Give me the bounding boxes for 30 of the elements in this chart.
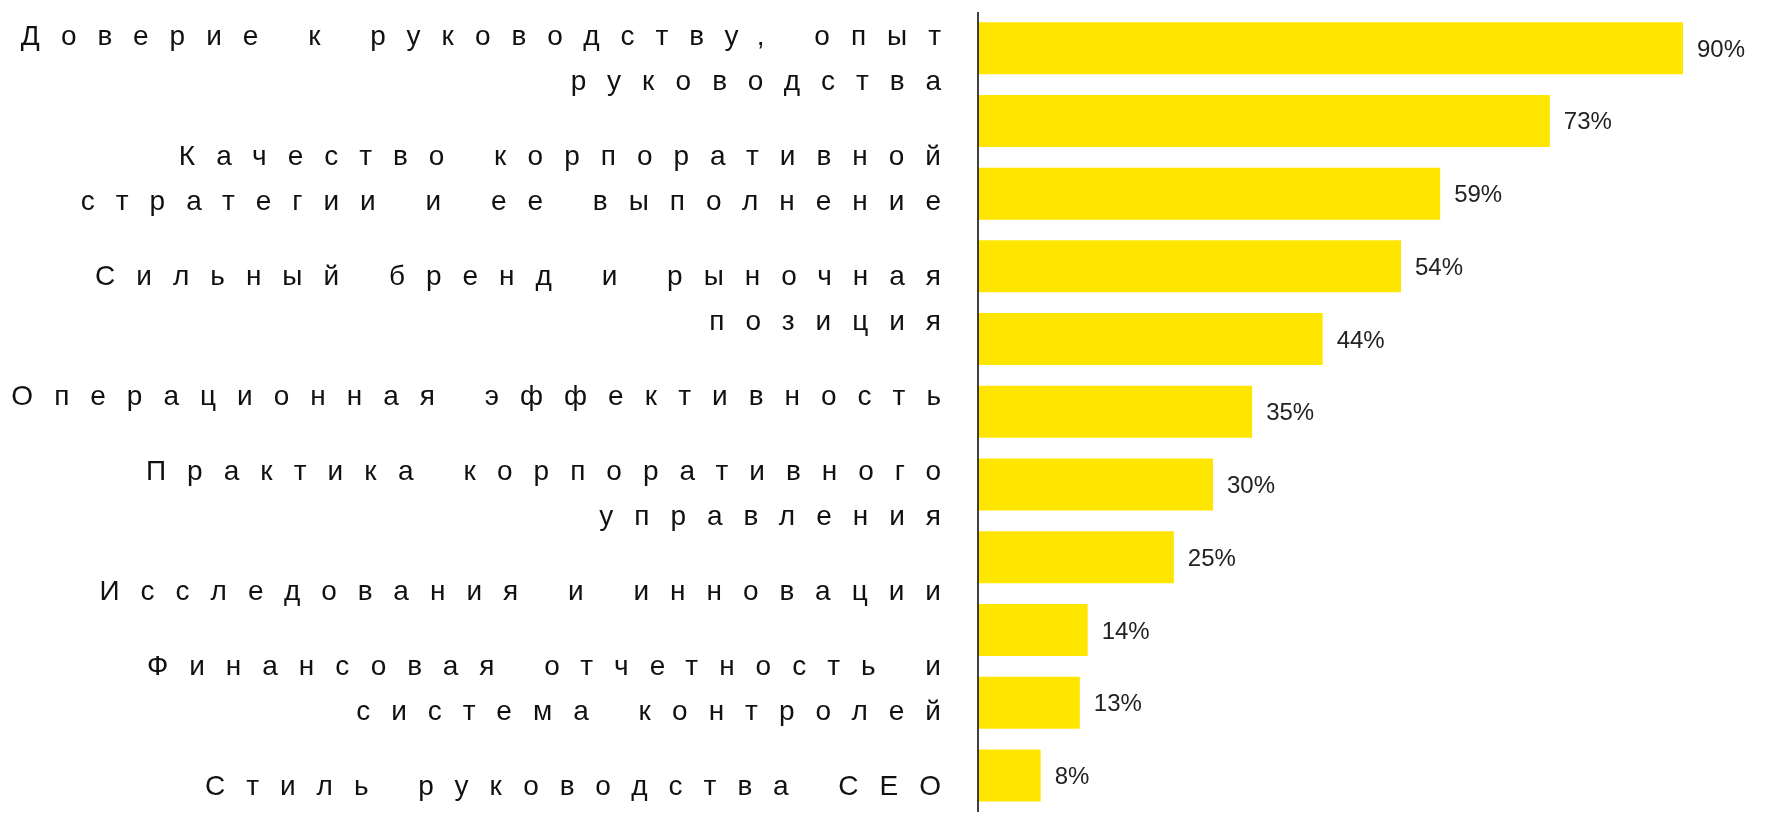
data-label: 25% (1187, 543, 1236, 571)
data-label: 44% (1336, 325, 1385, 353)
y-tick-label: Операционная эффективность (11, 380, 962, 411)
y-tick-label: Исследования и инновации (99, 575, 962, 606)
y-tick-label: Финансовая отчетность и система контролей (146, 650, 962, 726)
data-label: 8% (1054, 761, 1090, 789)
data-label: 13% (1093, 689, 1142, 717)
y-tick-label: Сильный бренд и рыночная позиция (95, 260, 962, 336)
bar (978, 385, 1253, 438)
data-label: 35% (1266, 398, 1315, 426)
bar (978, 313, 1323, 366)
bar (978, 22, 1683, 75)
data-label: 73% (1563, 107, 1612, 135)
bar (978, 531, 1174, 584)
bar (978, 604, 1088, 656)
bar (978, 240, 1401, 293)
data-label: 14% (1101, 616, 1150, 644)
y-tick-label: Практика корпоративного управления (145, 455, 962, 531)
data-label: 59% (1454, 180, 1503, 208)
y-tick-label: Качество корпоративной стратегии и ее выполнение (80, 140, 962, 216)
y-tick-label: Доверие к руководству, опыт руководства (20, 20, 962, 96)
bar (978, 676, 1080, 729)
data-label: 30% (1227, 471, 1276, 499)
bar (978, 458, 1213, 511)
bar (978, 94, 1550, 147)
data-label: 90% (1697, 34, 1746, 62)
data-label: 54% (1415, 252, 1464, 280)
y-tick-label: Стиль руководства CEO (204, 770, 962, 801)
bar (978, 749, 1041, 802)
bar (978, 167, 1441, 220)
